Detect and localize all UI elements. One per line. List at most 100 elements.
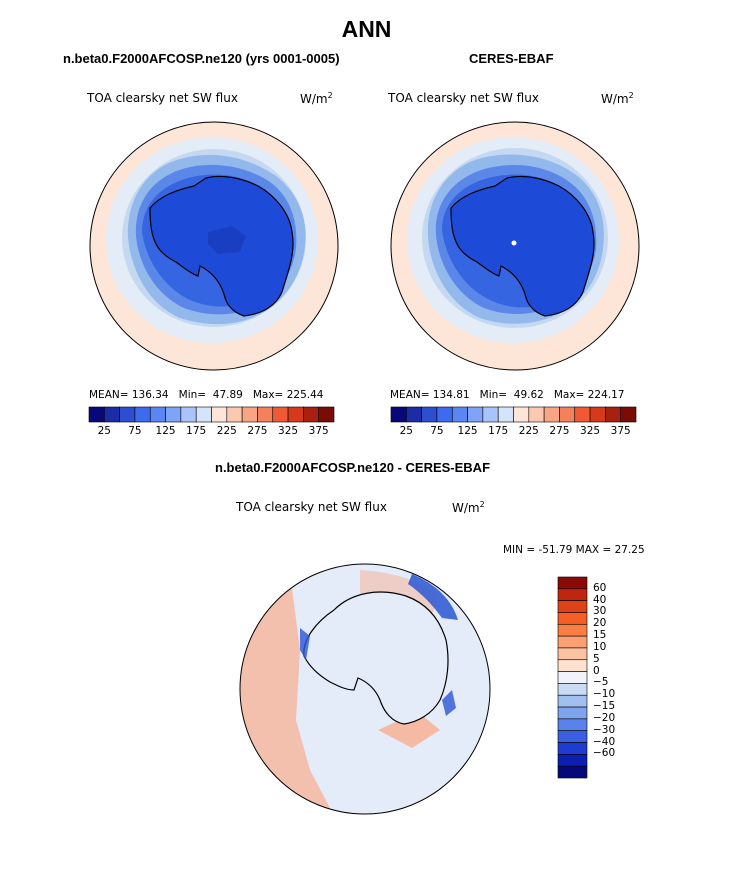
colorbar-swatch <box>257 406 274 423</box>
colorbar-swatch <box>557 742 588 755</box>
colorbar-swatch <box>605 406 621 423</box>
colorbar-tick-label: 175 <box>186 425 207 437</box>
diff-field-cool-ne <box>408 574 458 620</box>
colorbar-swatch <box>557 576 588 590</box>
colorbar-swatch <box>557 671 588 684</box>
colorbar-tick-label: 25 <box>399 425 413 437</box>
colorbar-swatch <box>557 754 588 767</box>
colorbar-swatch <box>557 635 588 649</box>
colorbar-swatch <box>557 647 588 661</box>
colorbar-tick-label: 75 <box>430 425 444 437</box>
colorbar-swatch <box>557 706 588 720</box>
colorbar-swatch <box>436 406 453 423</box>
plateau-model <box>208 226 246 254</box>
colorbar-swatch <box>104 406 120 423</box>
antarctica-diff <box>303 591 449 725</box>
colorbar-swatch <box>557 718 588 732</box>
colorbar-swatch <box>482 406 499 423</box>
colorbar-tick-label: 5 <box>593 652 600 665</box>
case-title-obs: CERES-EBAF <box>469 51 554 66</box>
colorbar-model <box>88 406 335 423</box>
colorbar-swatch <box>557 765 588 779</box>
colorbar-swatch <box>119 406 136 423</box>
colorbar-tick-label: 30 <box>593 605 607 618</box>
colorbar-swatch <box>134 406 151 423</box>
polar-map-obs <box>391 122 639 370</box>
colorbar-swatch <box>421 406 438 423</box>
page-title: ANN <box>341 16 392 42</box>
colorbar-swatch <box>287 406 304 423</box>
colorbar-tick-label: 25 <box>97 425 111 437</box>
colorbar-swatch <box>390 406 407 423</box>
colorbar-swatch <box>88 406 105 423</box>
colorbar-swatch <box>318 406 335 423</box>
stats-obs: MEAN= 134.81 Min= 49.62 Max= 224.17 <box>390 389 625 401</box>
colorbar-swatch <box>543 406 560 423</box>
colorbar-swatch <box>406 406 422 423</box>
colorbar-swatch <box>557 612 588 625</box>
colorbar-obs <box>390 406 637 423</box>
colorbar-tick-label: 15 <box>593 629 607 642</box>
colorbar-tick-label: −60 <box>593 747 616 760</box>
units-label-obs: W/m2 <box>601 91 634 106</box>
colorbar-tick-label: 0 <box>593 664 600 677</box>
colorbar-swatch <box>589 406 606 423</box>
map-frame-obs <box>390 121 640 371</box>
colorbar-swatch <box>149 406 166 423</box>
colorbar-swatch <box>180 406 197 423</box>
colorbar-tick-label: 275 <box>247 425 268 437</box>
units-label-diff: W/m2 <box>452 500 485 515</box>
units-label-model: W/m2 <box>300 91 333 106</box>
minmax-diff: MIN = -51.79 MAX = 27.25 <box>503 544 645 556</box>
colorbar-swatch <box>211 406 228 423</box>
colorbar-swatch <box>497 406 514 423</box>
colorbar-tick-label: 325 <box>278 425 299 437</box>
stats-model: MEAN= 136.34 Min= 47.89 Max= 225.44 <box>89 389 324 401</box>
variable-label-diff: TOA clearsky net SW flux <box>236 500 387 514</box>
colorbar-swatch <box>451 406 468 423</box>
colorbar-swatch <box>467 406 484 423</box>
colorbar-tick-label: 10 <box>593 640 607 653</box>
colorbar-tick-label: −15 <box>593 700 616 713</box>
colorbar-tick-label: −20 <box>593 711 616 724</box>
colorbar-tick-label: −30 <box>593 723 616 736</box>
colorbar-tick-label: −40 <box>593 735 616 748</box>
colorbar-tick-label: −5 <box>593 676 609 689</box>
case-title-diff: n.beta0.F2000AFCOSP.ne120 - CERES-EBAF <box>215 460 491 475</box>
colorbar-diff <box>557 576 588 779</box>
colorbar-swatch <box>559 406 576 423</box>
diff-field-warm-west <box>240 588 330 808</box>
colorbar-swatch <box>620 406 637 423</box>
colorbar-tick-label: 60 <box>593 581 607 594</box>
colorbar-swatch <box>226 406 243 423</box>
diff-field-cool-coast <box>442 690 456 716</box>
colorbar-swatch <box>241 406 258 423</box>
pole-hole-obs <box>511 240 517 246</box>
colorbar-swatch <box>528 406 545 423</box>
diff-field-warm-east <box>378 712 440 748</box>
colorbar-tick-label: 75 <box>128 425 142 437</box>
colorbar-tick-label: 125 <box>457 425 478 437</box>
case-title-model: n.beta0.F2000AFCOSP.ne120 (yrs 0001-0005… <box>63 51 340 66</box>
colorbar-swatch <box>557 588 588 601</box>
colorbar-swatch <box>165 406 182 423</box>
variable-label-model: TOA clearsky net SW flux <box>87 91 238 105</box>
polar-map-diff <box>240 564 490 814</box>
colorbar-tick-label: 40 <box>593 593 607 606</box>
colorbar-tick-label: 225 <box>216 425 237 437</box>
diff-field-cool-peninsula <box>300 628 310 660</box>
colorbar-swatch <box>557 659 588 672</box>
colorbar-tick-label: 20 <box>593 617 607 630</box>
colorbar-tick-label: 325 <box>580 425 601 437</box>
variable-label-obs: TOA clearsky net SW flux <box>388 91 539 105</box>
colorbar-tick-label: 225 <box>518 425 539 437</box>
colorbar-swatch <box>557 683 588 696</box>
colorbar-swatch <box>513 406 530 423</box>
colorbar-tick-label: 275 <box>549 425 570 437</box>
colorbar-tick-label: 375 <box>610 425 631 437</box>
colorbar-swatch <box>557 694 588 708</box>
map-frame-model <box>89 121 339 371</box>
colorbar-swatch <box>574 406 591 423</box>
colorbar-swatch <box>557 623 588 637</box>
